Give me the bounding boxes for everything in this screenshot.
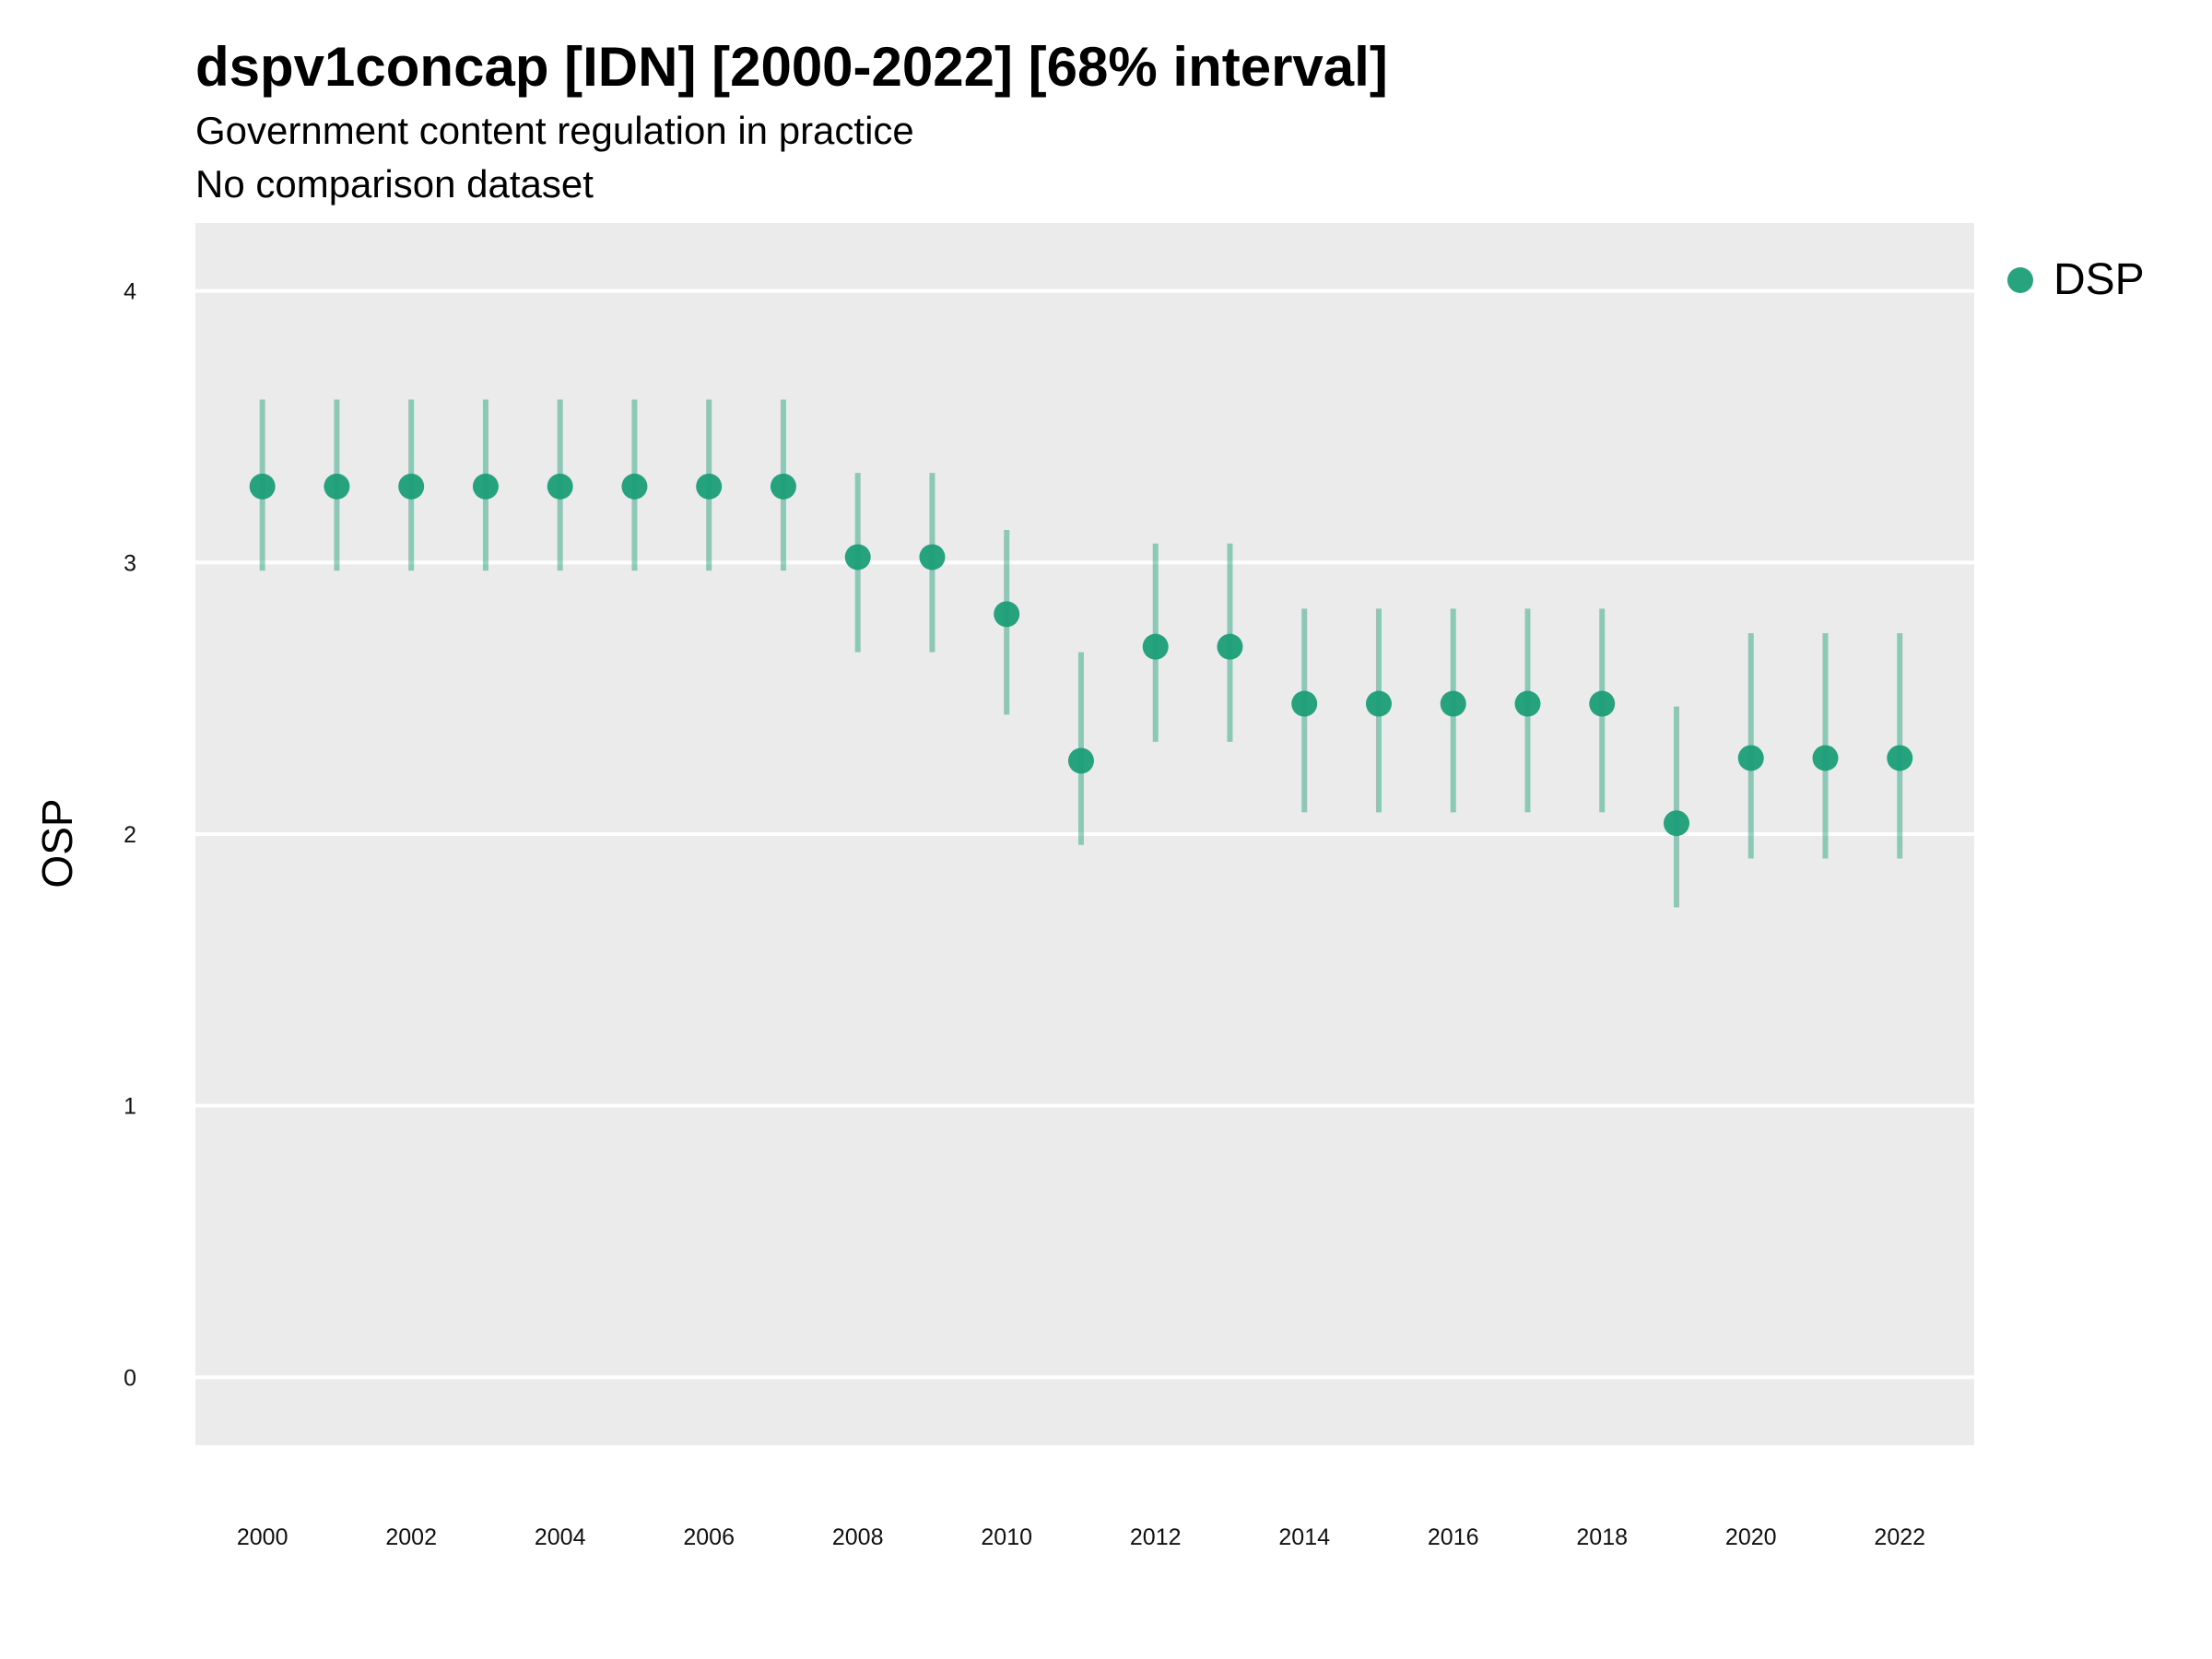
x-tick-label-2004: 2004 (535, 1524, 586, 1550)
chart-subtitle: Government content regulation in practic… (195, 109, 914, 152)
y-tick-label-3: 3 (124, 550, 136, 576)
data-point-2001 (324, 473, 350, 500)
y-tick-label-1: 1 (124, 1094, 136, 1120)
data-point-2006 (696, 473, 723, 500)
chart-title: dspv1concap [IDN] [2000-2022] [68% inter… (195, 36, 1388, 98)
data-point-2021 (1812, 745, 1839, 771)
legend: DSP (2007, 254, 2145, 305)
x-tick-label-2002: 2002 (385, 1524, 437, 1550)
x-tick-label-2010: 2010 (981, 1524, 1032, 1550)
legend-label-dsp: DSP (2053, 255, 2145, 304)
data-point-2017 (1514, 690, 1541, 717)
data-point-2015 (1365, 690, 1392, 717)
y-tick-label-0: 0 (124, 1365, 136, 1391)
data-point-2020 (1737, 745, 1764, 771)
x-tick-label-2012: 2012 (1130, 1524, 1182, 1550)
x-tick-label-2016: 2016 (1428, 1524, 1479, 1550)
data-point-2010 (994, 601, 1020, 628)
data-point-2008 (844, 544, 871, 571)
y-tick-label-2: 2 (124, 822, 136, 848)
data-point-2022 (1887, 745, 1913, 771)
data-point-2003 (472, 473, 499, 500)
x-tick-label-2014: 2014 (1278, 1524, 1330, 1550)
data-point-2005 (621, 473, 648, 500)
data-point-2012 (1142, 633, 1169, 660)
x-tick-label-2018: 2018 (1576, 1524, 1628, 1550)
x-tick-label-2020: 2020 (1725, 1524, 1777, 1550)
data-point-2014 (1291, 690, 1318, 717)
data-point-2004 (547, 473, 573, 500)
chart-caption: No comparison dataset (195, 162, 594, 206)
x-tick-label-2000: 2000 (237, 1524, 288, 1550)
data-point-2011 (1067, 747, 1094, 774)
x-tick-label-2006: 2006 (683, 1524, 735, 1550)
data-point-2019 (1663, 810, 1689, 837)
data-point-2009 (919, 544, 946, 571)
y-tick-label-4: 4 (124, 279, 136, 305)
x-tick-label-2022: 2022 (1874, 1524, 1925, 1550)
data-point-2000 (249, 473, 276, 500)
data-point-2007 (770, 473, 796, 500)
data-point-2018 (1589, 690, 1616, 717)
data-point-2013 (1217, 633, 1243, 660)
legend-swatch-dsp (2007, 266, 2033, 293)
x-tick-label-2008: 2008 (832, 1524, 884, 1550)
data-point-2002 (398, 473, 425, 500)
data-point-2016 (1440, 690, 1466, 717)
